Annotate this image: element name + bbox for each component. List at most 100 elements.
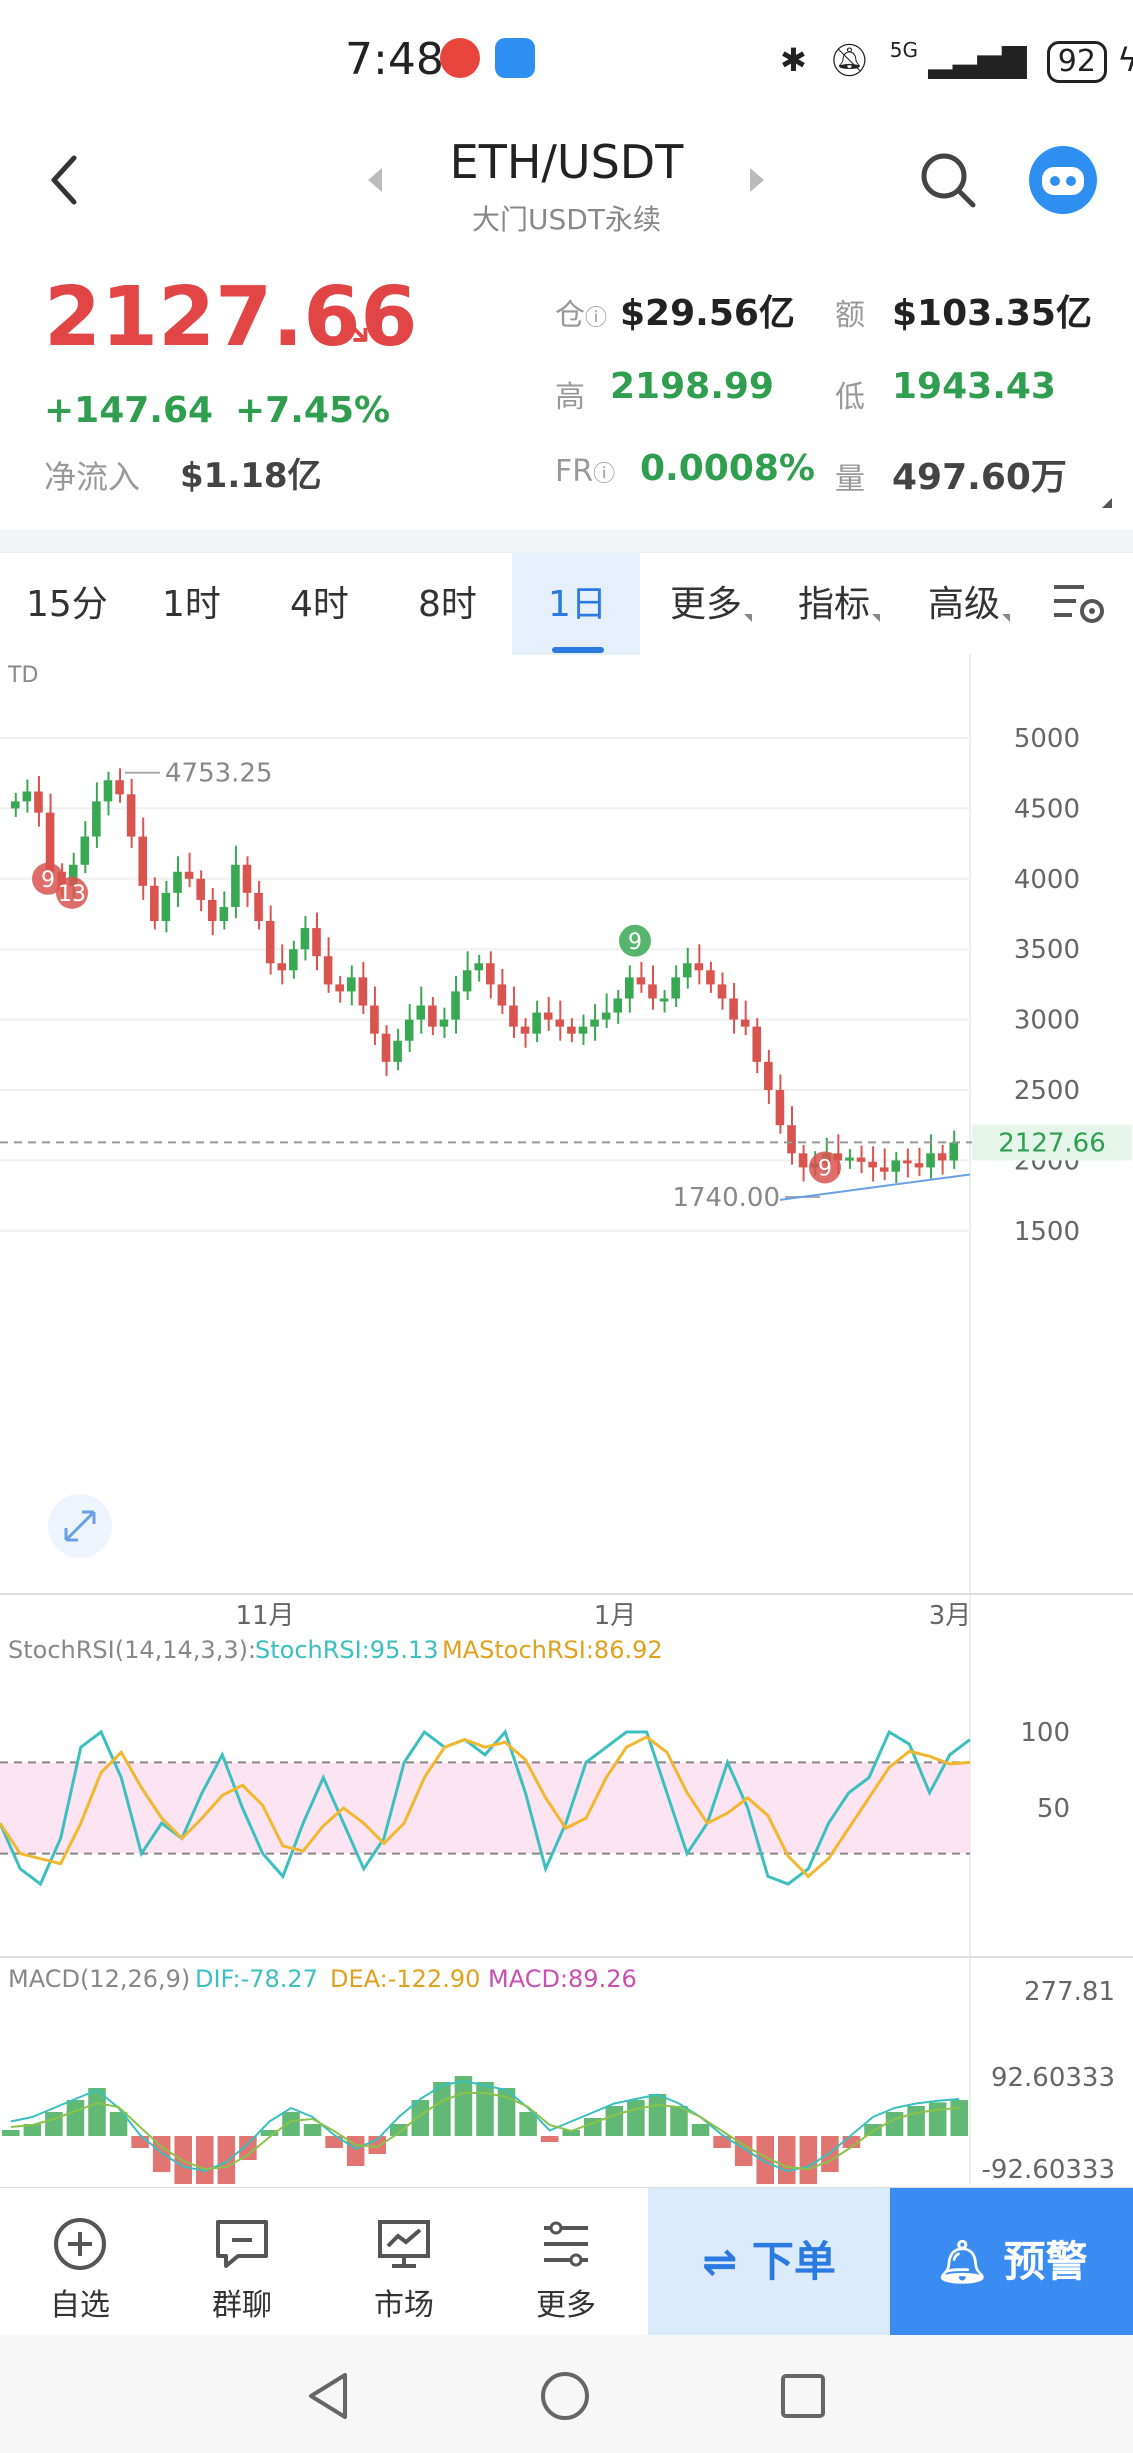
candle-body	[648, 984, 657, 999]
candle-body	[949, 1142, 958, 1161]
info-icon[interactable]: ⓘ	[593, 462, 616, 487]
candle-body	[752, 1026, 762, 1062]
time-axis: 11月 1月 3月	[235, 1601, 971, 1631]
macd-histogram-bar	[433, 2082, 451, 2136]
tab-15m[interactable]: 15分	[26, 584, 108, 625]
nav-market[interactable]: 市场	[324, 2188, 484, 2336]
candle-body	[231, 864, 240, 907]
candle-body	[138, 836, 148, 886]
status-bar: 7:48 ✱ 🔕︎ 5G ▂▃▅▇ 92 ϟ	[0, 0, 1133, 120]
system-home-icon[interactable]	[538, 2371, 592, 2421]
high-label: 高	[555, 380, 585, 415]
nav-group-chat-label: 群聊	[212, 2288, 272, 2323]
expand-stats-icon[interactable]	[1102, 498, 1112, 508]
candle-body	[520, 1026, 530, 1034]
back-icon[interactable]	[44, 150, 84, 210]
search-icon[interactable]	[918, 150, 978, 210]
nav-watchlist[interactable]: 自选	[0, 2188, 160, 2336]
system-back-icon[interactable]	[305, 2371, 351, 2421]
macd-histogram-bar	[217, 2136, 236, 2184]
fullscreen-icon[interactable]	[48, 1494, 112, 1558]
candle-body	[891, 1160, 901, 1172]
nav-market-label: 市场	[374, 2288, 434, 2323]
candle-body	[150, 885, 159, 922]
price-tick-label: 4500	[1014, 794, 1080, 824]
next-pair-icon[interactable]	[750, 168, 764, 192]
bell-icon: 🔔︎	[935, 2237, 989, 2286]
macd-histogram-bar	[390, 2124, 408, 2136]
stochrsi-d-label: MAStochRSI:86.92	[442, 1636, 663, 1664]
candlesticks	[11, 768, 958, 1183]
macd-histogram-bar	[885, 2112, 904, 2136]
candle-body	[265, 921, 275, 964]
candle-body	[486, 963, 495, 985]
chart-grid	[0, 654, 1133, 2184]
macd-histogram-bar	[540, 2136, 559, 2142]
amount-value: $103.35亿	[892, 293, 1092, 334]
macd-histogram-bar	[778, 2136, 796, 2184]
alert-button[interactable]: 🔔︎ 预警	[890, 2188, 1133, 2336]
td-marker-label: 13	[58, 882, 86, 907]
exchange-subtitle: 大门USDT永续	[472, 203, 661, 236]
tab-8h[interactable]: 8时	[418, 584, 477, 625]
candle-body	[532, 1012, 541, 1034]
macd-histogram-bar	[131, 2136, 149, 2148]
macd-histogram-bar	[346, 2136, 365, 2166]
candle-body	[68, 864, 78, 886]
chart-settings-icon[interactable]	[1052, 581, 1106, 627]
tab-active-indicator	[552, 647, 604, 653]
macd-dea-line	[10, 2092, 960, 2171]
macd-tick-label: 277.81	[1024, 1977, 1115, 2007]
tab-more[interactable]: 更多	[670, 575, 753, 627]
market-chart-icon	[378, 2220, 430, 2268]
time-tick-label: 11月	[235, 1601, 294, 1631]
system-recents-icon[interactable]	[778, 2371, 828, 2421]
tab-4h[interactable]: 4时	[290, 584, 349, 625]
macd-histogram-bar	[23, 2124, 42, 2136]
candle-body	[856, 1157, 866, 1162]
prev-pair-icon[interactable]	[368, 168, 382, 192]
macd-histogram-bar	[454, 2076, 473, 2136]
nav-more[interactable]: 更多	[486, 2188, 646, 2336]
candle-body	[590, 1019, 599, 1027]
macd-value-label: MACD:89.26	[488, 1965, 637, 1993]
bluetooth-icon: ✱	[780, 41, 807, 79]
macd-histogram-bar	[605, 2106, 624, 2136]
candle-body	[254, 892, 263, 922]
low-annotation: 1740.00	[672, 1183, 780, 1213]
tab-indicators[interactable]: 指标	[798, 575, 881, 627]
info-icon[interactable]: ⓘ	[585, 306, 608, 331]
last-price: 2127.66	[44, 270, 418, 365]
candle-body	[601, 1012, 611, 1020]
pair-title[interactable]: ETH/USDT	[449, 135, 684, 189]
open-interest-value: $29.56亿	[620, 293, 795, 334]
candle-body	[80, 836, 90, 865]
section-divider	[0, 530, 1133, 552]
macd-histogram-bar	[713, 2136, 731, 2148]
tab-advanced[interactable]: 高级	[928, 575, 1011, 627]
candle-body	[868, 1161, 877, 1168]
funding-rate-value: 0.0008%	[640, 448, 815, 489]
candle-body	[312, 928, 321, 957]
nav-group-chat[interactable]: 群聊	[162, 2188, 322, 2336]
stochrsi-k-label: StochRSI:95.13	[255, 1636, 439, 1664]
td-marker	[56, 876, 88, 909]
macd-tick-label: 92.60333	[991, 2063, 1115, 2093]
tab-1d[interactable]: 1日	[548, 584, 607, 625]
macd-histogram-bar	[303, 2124, 322, 2136]
macd-histogram-bar	[584, 2118, 602, 2136]
candle-body	[659, 998, 669, 1002]
weibo-icon	[440, 38, 480, 78]
order-button[interactable]: ⇌ 下单	[648, 2188, 890, 2336]
high-value: 2198.99	[610, 366, 774, 407]
tab-1h[interactable]: 1时	[162, 584, 221, 625]
system-nav-bar	[0, 2335, 1133, 2453]
macd-histogram-bar	[950, 2100, 968, 2136]
td-marker	[619, 924, 651, 957]
signal-icon: ▂▃▅▇	[928, 41, 1027, 79]
assistant-avatar-icon[interactable]	[1028, 145, 1098, 215]
candle-body	[11, 801, 20, 809]
candle-body	[636, 977, 646, 985]
td-indicator-label: TD	[7, 663, 38, 688]
